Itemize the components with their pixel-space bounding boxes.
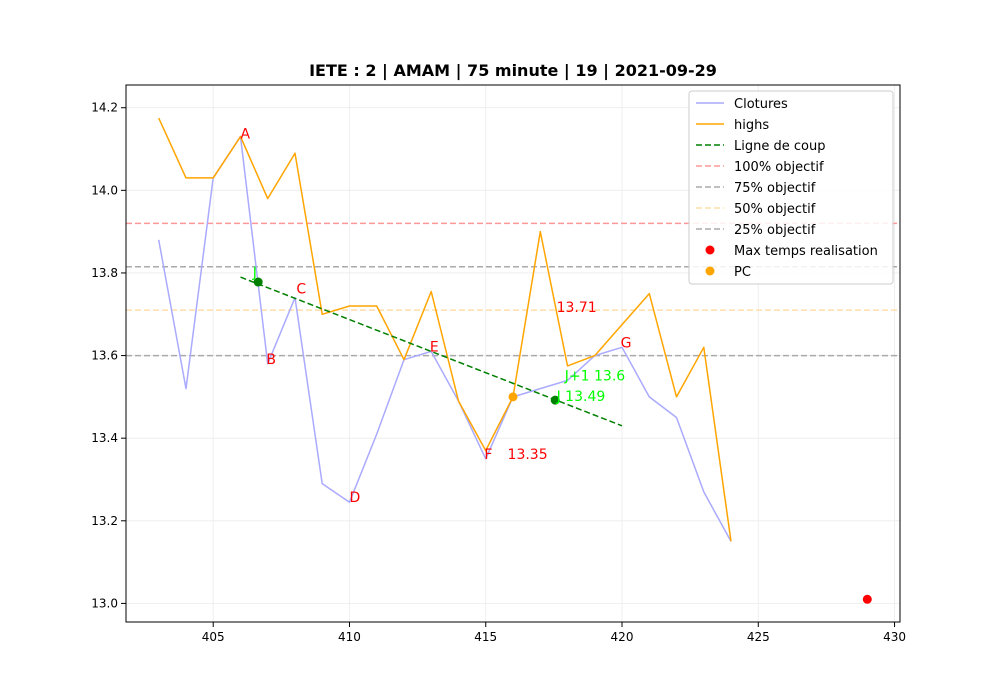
series-group [157,117,732,542]
series-line-ligne-de-coup [240,276,623,427]
legend-label: 75% objectif [734,181,816,196]
legend-box [688,90,894,285]
legend-label: PC [734,265,751,280]
annotation-label: G [621,335,632,351]
series-line-highs [158,117,732,542]
y-tick-label: 13.0 [91,596,118,610]
annotation-label: D [349,490,360,506]
legend-label: Clotures [734,97,788,112]
series-line-clotures [157,135,732,542]
annotation-label: A [240,127,250,143]
x-tick-label: 410 [338,630,361,644]
legend-label: Ligne de coup [734,139,825,154]
y-axis: 13.0 13.2 13.4 13.6 13.8 14.0 14.2 [91,101,126,610]
annotation-label: B [266,352,276,368]
annotation-label: 13.71 [557,300,597,316]
point-trade-line [550,395,560,405]
annotations-group: A B C D E F G 13.35 13.71 J J+1 13.6 J 13.49 [240,127,631,507]
point-trade-line [253,277,263,287]
x-tick-label: 405 [202,630,225,644]
plot-frame [125,84,901,623]
annotation-label: J 13.49 [556,389,606,405]
y-tick-label: 13.4 [91,431,118,445]
legend-marker [705,245,715,255]
legend-marker [705,266,715,276]
legend: Clotures highs Ligne de coup 100% objectif 7… [688,90,894,285]
annotation-label: C [296,282,306,298]
legend-label: highs [734,118,769,133]
y-tick-label: 13.2 [91,514,118,528]
annotation-label: J [252,265,257,281]
annotation-label: F [484,447,492,463]
annotation-label: E [430,339,439,355]
y-tick-label: 13.8 [91,266,118,280]
legend-label: 50% objectif [734,202,816,217]
point-max-temps-realisation [862,594,872,604]
x-tick-label: 430 [883,630,906,644]
point-pc [508,392,518,402]
points-group [253,277,872,604]
annotation-label: J+1 13.6 [564,368,625,384]
x-tick-label: 415 [474,630,497,644]
y-tick-label: 14.2 [91,101,118,115]
x-tick-label: 425 [747,630,770,644]
x-tick-label: 420 [611,630,634,644]
x-axis: 405 410 415 420 425 430 [202,622,906,644]
y-tick-label: 13.6 [91,349,118,363]
y-tick-label: 14.0 [91,183,118,197]
chart-title: IETE : 2 | AMAM | 75 minute | 19 | 2021-… [309,61,717,81]
legend-label: Max temps realisation [734,244,878,259]
legend-label: 25% objectif [734,223,816,238]
annotation-label: 13.35 [508,447,548,463]
legend-label: 100% objectif [734,160,824,175]
